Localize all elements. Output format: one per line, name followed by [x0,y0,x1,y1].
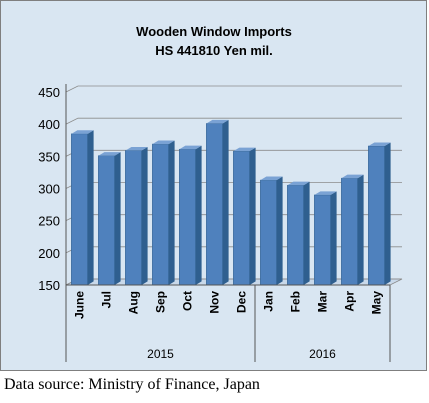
bar-top [287,181,310,186]
bar-chart: Wooden Window Imports HS 441810 Yen mil.… [38,24,403,362]
bar-side [330,191,337,285]
x-tick-label: Nov [208,291,222,314]
bar-front [125,150,142,286]
bar-side [249,147,256,285]
bar-front [179,148,196,286]
axes [65,84,390,286]
bar-top [125,146,148,151]
gridline [65,85,402,93]
bar-side [303,181,310,285]
bar-apr [341,174,364,286]
x-tick-label: Feb [289,291,303,312]
y-tick-label: 350 [38,149,60,164]
bar-top [233,147,256,152]
x-tick-label: Jul [100,291,114,308]
bar-oct [179,145,202,286]
bar-top [98,152,121,156]
bars [71,119,391,286]
bar-jul [98,152,121,286]
year-label: 2015 [147,347,174,361]
gridline [65,117,402,125]
bar-side [114,152,121,285]
bar-front [152,143,169,286]
bar-side [384,142,391,285]
bar-aug [125,146,148,286]
bar-sep [152,140,175,286]
y-tick-label: 300 [38,182,60,197]
bar-june [71,130,94,286]
bar-front [260,179,277,286]
y-tick-label: 150 [38,278,60,293]
bar-side [195,145,202,285]
y-tick-label: 400 [38,117,60,132]
x-tick-label: Apr [343,291,357,312]
x-tick-label: Aug [127,291,141,314]
bar-front [368,145,385,286]
bar-top [179,145,202,150]
chart-subtitle: HS 441810 Yen mil. [155,43,273,58]
bar-feb [287,181,310,286]
bar-top [341,174,364,179]
x-tick-label: Mar [316,291,330,313]
chart-title: Wooden Window Imports [136,24,292,39]
bar-side [357,174,364,285]
bar-front [233,150,250,286]
bar-top [206,119,229,124]
bar-top [260,176,283,181]
x-axis-categories: June Jul Aug Sep Oct Nov Dec Jan Feb Mar Apr May [73,291,384,319]
bar-top [368,142,391,147]
bar-front [206,123,223,286]
bar-front [341,177,358,286]
y-tick-label: 200 [38,246,60,261]
bar-mar [314,191,337,286]
x-tick-label: Sep [154,291,168,313]
bar-front [314,194,331,286]
x-tick-label: May [370,291,384,315]
year-label: 2016 [309,347,336,361]
y-axis-ticks: 150 200 250 300 350 400 450 [38,85,60,293]
bar-side [276,176,283,285]
bar-side [87,130,94,285]
bar-front [71,133,88,286]
x-tick-label: Dec [235,291,249,313]
data-source-note: Data source: Ministry of Finance, Japan [4,376,260,393]
bar-side [222,119,229,285]
bar-top [314,191,337,195]
x-tick-label: Oct [181,291,195,311]
bar-top [71,130,94,134]
bar-jan [260,176,283,286]
y-tick-label: 450 [38,85,60,100]
x-axis-year-groups: 2015 2016 [65,285,391,362]
x-tick-label: Jan [262,291,276,312]
bar-front [98,155,115,286]
bar-side [141,146,148,285]
bar-dec [233,147,256,286]
y-tick-label: 250 [38,214,60,229]
bar-top [152,140,175,145]
bar-nov [206,119,229,286]
bar-front [287,184,304,286]
x-tick-label: June [73,291,87,319]
bar-may [368,142,391,286]
bar-side [168,140,175,285]
